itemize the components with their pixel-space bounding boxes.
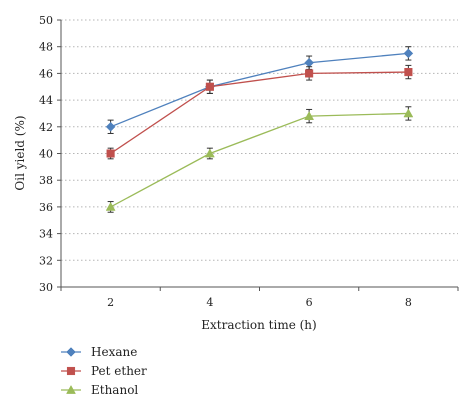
legend-label-pet-ether: Pet ether xyxy=(91,364,147,378)
grid-lines xyxy=(57,19,458,288)
legend-item-ethanol: Ethanol xyxy=(61,383,138,397)
legend-marker-hexane xyxy=(66,347,76,357)
y-axis-title: Oil yield (%) xyxy=(13,115,27,190)
y-tick-label: 32 xyxy=(39,254,53,267)
y-tick-labels: 30 32 34 36 38 40 42 44 46 48 50 xyxy=(39,14,53,294)
axes xyxy=(60,20,459,291)
y-tick-label: 40 xyxy=(39,148,53,161)
legend-label-hexane: Hexane xyxy=(91,345,137,359)
x-tick-labels: 2 4 6 8 xyxy=(107,296,412,309)
y-tick-label: 38 xyxy=(39,174,53,187)
series-line-pet-ether xyxy=(110,71,409,155)
data-point-ethanol xyxy=(204,148,215,158)
legend: Hexane Pet ether Ethanol xyxy=(61,345,147,397)
y-tick-label: 30 xyxy=(39,281,53,294)
data-point-pet-ether xyxy=(106,149,115,158)
data-point-hexane xyxy=(403,48,414,59)
data-point-ethanol xyxy=(105,201,116,211)
legend-marker-ethanol xyxy=(66,384,76,394)
series-ethanol xyxy=(105,106,414,213)
y-tick-label: 34 xyxy=(39,228,53,241)
data-point-pet-ether xyxy=(205,82,214,91)
x-tick-label: 6 xyxy=(306,296,313,309)
y-tick-label: 44 xyxy=(39,94,53,107)
data-point-pet-ether xyxy=(305,69,314,78)
legend-label-ethanol: Ethanol xyxy=(91,383,138,397)
data-point-hexane xyxy=(304,57,314,68)
series-hexane xyxy=(105,46,414,134)
series-pet-ether xyxy=(106,64,413,160)
y-tick-label: 46 xyxy=(39,67,53,80)
data-point-ethanol xyxy=(403,108,414,118)
x-tick-label: 4 xyxy=(206,296,213,309)
series-line-ethanol xyxy=(110,112,409,208)
x-tick-label: 8 xyxy=(405,296,412,309)
legend-item-pet-ether: Pet ether xyxy=(61,364,147,378)
data-point-ethanol xyxy=(304,111,315,120)
y-tick-label: 36 xyxy=(39,201,53,214)
data-series xyxy=(105,46,414,213)
x-axis-title: Extraction time (h) xyxy=(201,318,316,332)
y-tick-label: 50 xyxy=(39,14,53,27)
y-tick-label: 48 xyxy=(39,41,53,54)
data-point-hexane xyxy=(105,121,116,132)
y-tick-label: 42 xyxy=(39,121,53,134)
data-point-pet-ether xyxy=(404,68,413,77)
series-line-hexane xyxy=(110,52,409,128)
x-tick-label: 2 xyxy=(107,296,114,309)
legend-marker-pet-ether xyxy=(66,366,76,376)
legend-item-hexane: Hexane xyxy=(61,345,137,359)
